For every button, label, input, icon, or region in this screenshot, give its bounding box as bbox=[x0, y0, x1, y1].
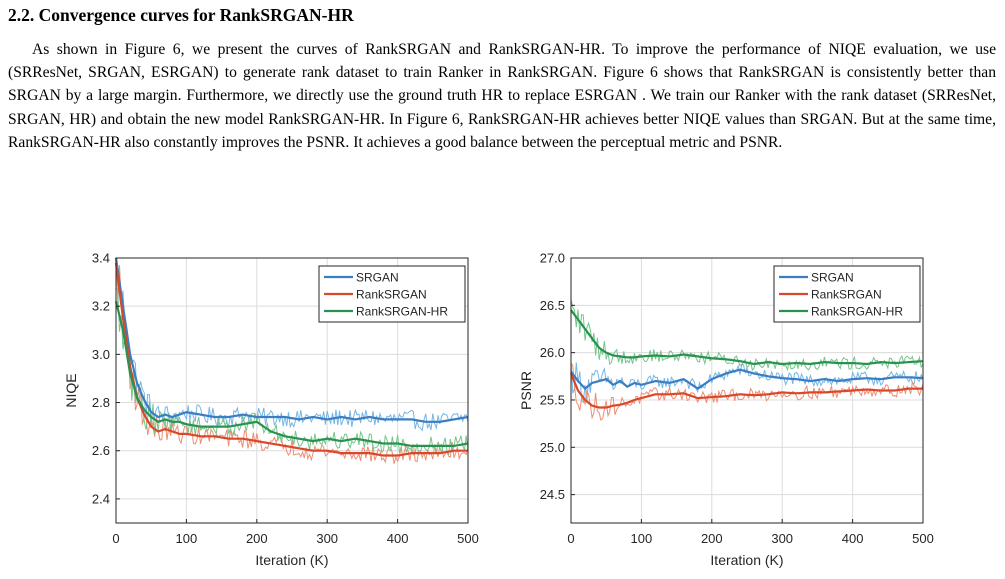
series-line-srgan bbox=[114, 257, 469, 423]
legend-label: RankSRGAN-HR bbox=[811, 305, 903, 319]
section-heading: 2.2. Convergence curves for RankSRGAN-HR bbox=[8, 5, 354, 25]
psnr-chart: 0 100 200 300 400 500 24.5 25.0 25.5 26.0 26.5 27.0… bbox=[518, 251, 934, 569]
y-tick-label: 26.0 bbox=[540, 345, 565, 360]
x-tick-label: 100 bbox=[176, 531, 198, 546]
legend-label: SRGAN bbox=[356, 271, 399, 285]
series-line-srgan bbox=[570, 368, 924, 390]
legend: SRGAN RankSRGAN RankSRGAN-HR bbox=[773, 265, 921, 323]
series-line-ranksrgan-hr bbox=[114, 301, 469, 447]
x-tick-label: 500 bbox=[912, 531, 934, 546]
legend-label: RankSRGAN bbox=[811, 288, 882, 302]
axes-box bbox=[115, 257, 469, 524]
niqe-chart: 0 100 200 300 400 500 2.4 2.6 2.8 3.0 3.2 3.4 Iterat… bbox=[63, 251, 479, 569]
y-axis-label: NIQE bbox=[63, 373, 79, 407]
axes-box bbox=[570, 257, 924, 524]
legend: SRGAN RankSRGAN RankSRGAN-HR bbox=[318, 265, 466, 323]
x-tick-label: 0 bbox=[112, 531, 119, 546]
y-tick-label: 2.6 bbox=[92, 443, 110, 458]
psnr-figure: 0 100 200 300 400 500 24.5 25.0 25.5 26.0 26.5 27.0… bbox=[505, 245, 945, 575]
x-tick-label: 400 bbox=[387, 531, 409, 546]
x-tick-label: 200 bbox=[701, 531, 723, 546]
y-tick-label: 25.0 bbox=[540, 440, 565, 455]
y-tick-label: 3.0 bbox=[92, 347, 110, 362]
x-tick-label: 400 bbox=[842, 531, 864, 546]
niqe-figure: 0 100 200 300 400 500 2.4 2.6 2.8 3.0 3.2 3.4 Iterat… bbox=[50, 245, 490, 575]
y-tick-label: 24.5 bbox=[540, 487, 565, 502]
series-raw-ranksrgan-hr bbox=[571, 298, 923, 372]
series-line-ranksrgan bbox=[114, 262, 468, 457]
x-tick-label: 300 bbox=[771, 531, 793, 546]
y-tick-label: 25.5 bbox=[540, 392, 565, 407]
y-axis-label: PSNR bbox=[518, 371, 534, 410]
series-line-ranksrgan-hr bbox=[570, 309, 924, 366]
x-tick-label: 300 bbox=[316, 531, 338, 546]
y-tick-label: 2.8 bbox=[92, 395, 110, 410]
x-tick-label: 500 bbox=[457, 531, 479, 546]
legend-label: RankSRGAN-HR bbox=[356, 305, 448, 319]
x-tick-label: 100 bbox=[631, 531, 653, 546]
legend-label: RankSRGAN bbox=[356, 288, 427, 302]
legend-label: SRGAN bbox=[811, 271, 854, 285]
series-line-ranksrgan bbox=[569, 373, 923, 409]
x-axis-label: Iteration (K) bbox=[710, 552, 783, 568]
x-tick-label: 0 bbox=[567, 531, 574, 546]
y-tick-label: 3.2 bbox=[92, 299, 110, 314]
y-tick-label: 2.4 bbox=[92, 491, 110, 506]
y-tick-label: 3.4 bbox=[92, 251, 110, 266]
y-tick-label: 27.0 bbox=[540, 251, 565, 266]
y-tick-label: 26.5 bbox=[540, 298, 565, 313]
x-axis-label: Iteration (K) bbox=[255, 552, 328, 568]
x-tick-label: 200 bbox=[246, 531, 268, 546]
section-paragraph: As shown in Figure 6, we present the cur… bbox=[8, 41, 996, 151]
